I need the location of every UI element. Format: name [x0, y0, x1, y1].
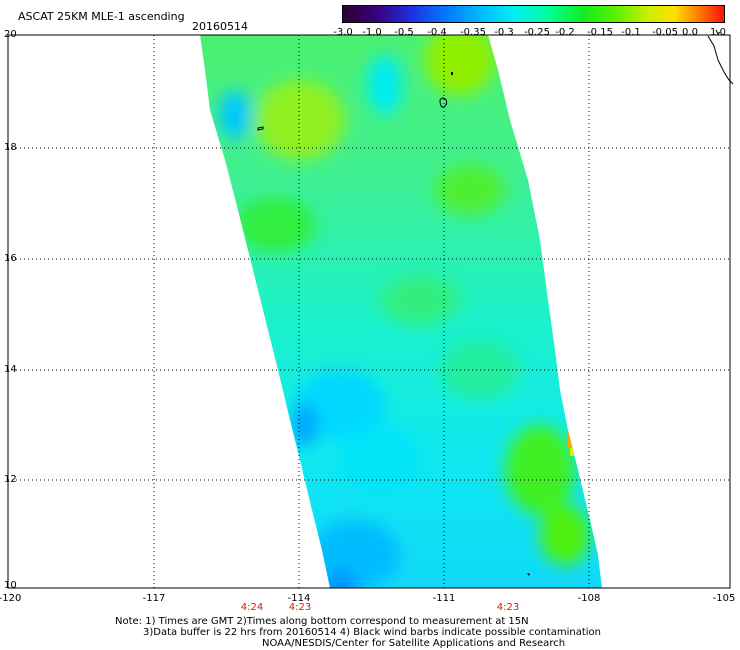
note-line: 3)Data buffer is 22 hrs from 20160514 4)…: [143, 627, 601, 638]
island-outline: [257, 126, 264, 131]
colorbar-label: -3.0: [333, 27, 353, 38]
wind-swath: [200, 35, 602, 588]
x-axis-label: -114: [287, 593, 311, 604]
x-axis-label: -108: [577, 593, 601, 604]
colorbar-label: -0.5: [394, 27, 414, 38]
y-axis-label: 20: [4, 29, 17, 40]
island-outline: [451, 72, 453, 75]
coastline: [715, 29, 721, 35]
colorbar-label: 0.0: [682, 27, 698, 38]
colorbar-label: -0.1: [621, 27, 641, 38]
x-axis-label: -120: [0, 593, 22, 604]
colorbar-label: 1.0: [710, 27, 726, 38]
time-label: 4:23: [496, 602, 520, 613]
y-axis-label: 14: [4, 364, 17, 375]
colorbar-label: -0.2: [555, 27, 575, 38]
colorbar: [342, 5, 725, 23]
island-outline: [527, 573, 530, 576]
x-axis-label: -117: [142, 593, 166, 604]
colorbar-gradient: [343, 6, 724, 22]
y-axis-label: 16: [4, 253, 17, 264]
y-axis-label: 12: [4, 474, 17, 485]
island-outline: [439, 97, 448, 108]
time-label: 4:24: [240, 602, 264, 613]
grid-lines: [8, 35, 730, 588]
x-axis-label: -111: [432, 593, 456, 604]
colorbar-label: -0.35: [460, 27, 486, 38]
y-axis-label: 18: [4, 142, 17, 153]
colorbar-label: -1.0: [362, 27, 382, 38]
y-axis-label: 10: [4, 580, 17, 591]
time-label: 4:23: [288, 602, 312, 613]
coastline: [707, 35, 734, 85]
colorbar-label: -0.15: [587, 27, 613, 38]
colorbar-label: -0.3: [494, 27, 514, 38]
map-title: ASCAT 25KM MLE-1 ascending: [18, 10, 185, 23]
note-line: Note: 1) Times are GMT 2)Times along bot…: [115, 616, 529, 627]
colorbar-label: -0.05: [652, 27, 678, 38]
map-frame: [7, 34, 731, 589]
colorbar-label: -0.25: [524, 27, 550, 38]
colorbar-label: -0.4: [427, 27, 447, 38]
x-axis-label: -105: [712, 593, 736, 604]
note-credit: NOAA/NESDIS/Center for Satellite Applica…: [262, 638, 566, 649]
map-date: 20160514: [192, 20, 248, 33]
